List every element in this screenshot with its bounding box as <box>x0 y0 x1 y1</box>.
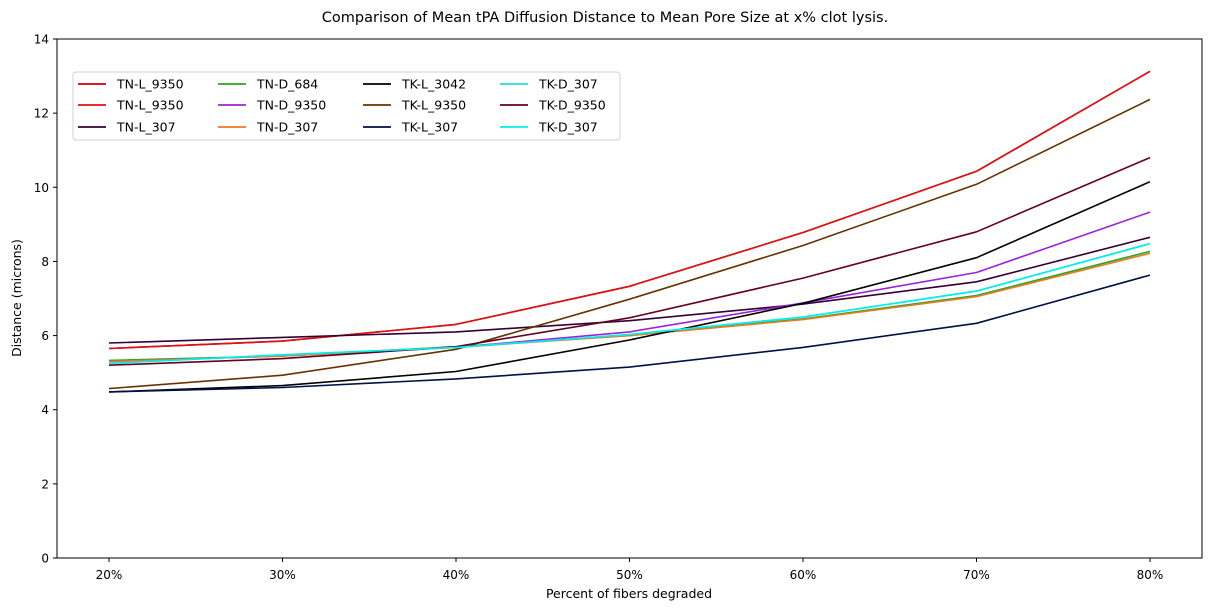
x-axis-label: Percent of fibers degraded <box>546 586 712 601</box>
y-tick-label: 4 <box>41 403 49 417</box>
series-line-tk-l-307 <box>108 274 1151 393</box>
y-tick-label: 12 <box>34 107 49 121</box>
series-line-tn-l-9350 <box>108 70 1151 350</box>
legend-label: TK-L_3042 <box>401 77 466 92</box>
x-tick-label: 70% <box>963 568 990 582</box>
y-tick-label: 10 <box>34 181 49 195</box>
series-line-tk-d-307 <box>108 242 1151 365</box>
legend-box <box>72 71 621 141</box>
series-line-tk-d-307 <box>108 242 1151 365</box>
series-line-tk-l-3042 <box>108 180 1151 393</box>
x-axis: 20% 30% 40% 50% 60% 70% 80% <box>96 558 1164 582</box>
legend-label: TK-L_9350 <box>401 98 466 113</box>
series-line-tk-d-9350 <box>108 156 1151 366</box>
legend-label: TK-L_307 <box>401 120 458 135</box>
y-tick-label: 8 <box>41 255 49 269</box>
legend-label: TK-D_9350 <box>538 98 606 113</box>
legend: TN-L_9350 TN-L_9350 TN-L_307 TN-D_684 TN-D_9… <box>72 71 621 141</box>
y-tick-label: 14 <box>34 33 49 47</box>
legend-label: TN-D_307 <box>256 120 318 135</box>
series-line-tn-d-307 <box>108 252 1151 363</box>
series-line-tn-l-307 <box>108 236 1151 344</box>
series-line-tk-l-9350 <box>108 98 1151 390</box>
legend-label: TN-L_9350 <box>116 98 184 113</box>
x-tick-label: 40% <box>443 568 470 582</box>
legend-label: TK-D_307 <box>538 120 598 135</box>
y-axis: 0 2 4 6 8 10 12 14 <box>34 33 57 566</box>
series-line-tn-d-684 <box>108 250 1151 362</box>
x-tick-label: 60% <box>790 568 817 582</box>
x-tick-label: 20% <box>96 568 123 582</box>
legend-label: TN-D_9350 <box>256 98 326 113</box>
x-tick-label: 80% <box>1137 568 1164 582</box>
legend-label: TN-L_9350 <box>116 77 184 92</box>
chart-title: Comparison of Mean tPA Diffusion Distanc… <box>322 10 888 26</box>
legend-label: TN-L_307 <box>116 120 176 135</box>
y-tick-label: 6 <box>41 329 49 343</box>
x-tick-label: 30% <box>269 568 296 582</box>
legend-label: TN-D_684 <box>256 77 318 92</box>
y-tick-label: 2 <box>41 477 49 491</box>
x-tick-label: 50% <box>616 568 643 582</box>
plot-lines <box>108 70 1151 393</box>
legend-label: TK-D_307 <box>538 77 598 92</box>
y-tick-label: 0 <box>41 552 49 566</box>
y-axis-label: Distance (microns) <box>9 239 24 357</box>
